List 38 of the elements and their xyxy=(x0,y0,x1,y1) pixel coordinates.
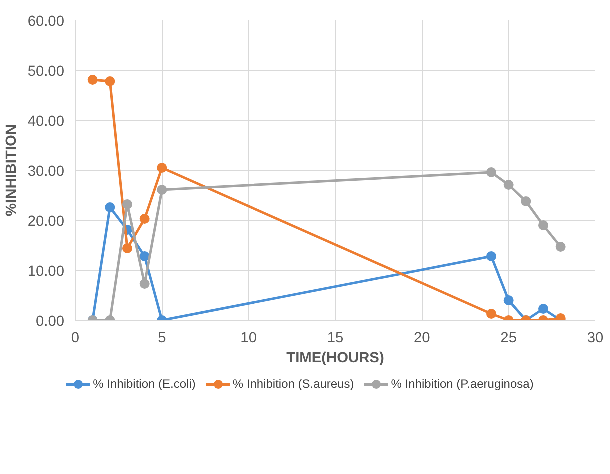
legend-label: % Inhibition (S.aureus) xyxy=(232,376,354,393)
point xyxy=(486,252,496,262)
point xyxy=(556,242,566,252)
y-tick-label: 20.00 xyxy=(28,214,65,230)
y-axis-title: %INHIBITION xyxy=(4,124,20,217)
x-tick-label: 15 xyxy=(327,330,344,346)
legend-label: % Inhibition (P.aeruginosa) xyxy=(391,376,534,393)
x-tick-label: 25 xyxy=(500,330,517,346)
point xyxy=(486,168,496,178)
point xyxy=(504,180,514,190)
x-tick-label: 20 xyxy=(414,330,430,346)
point xyxy=(140,252,150,262)
y-tick-label: 30.00 xyxy=(28,164,65,180)
point xyxy=(157,163,168,173)
y-tick-label: 50.00 xyxy=(28,64,65,80)
y-tick-label: 60.00 xyxy=(28,14,65,30)
point xyxy=(122,244,132,254)
point xyxy=(538,220,548,230)
x-tick-label: 0 xyxy=(71,330,80,346)
point xyxy=(140,214,150,224)
x-tick-label: 10 xyxy=(240,330,257,346)
y-tick-label: 40.00 xyxy=(28,114,65,130)
point xyxy=(538,304,548,314)
y-tick-label: 0.00 xyxy=(36,314,65,330)
legend-label: % Inhibition (E.coli) xyxy=(93,376,196,393)
point xyxy=(122,200,132,210)
x-tick-label: 5 xyxy=(158,330,166,346)
x-axis-title: TIME(HOURS) xyxy=(286,350,384,366)
point xyxy=(157,185,168,195)
y-tick-label: 10.00 xyxy=(28,264,65,280)
point xyxy=(521,196,532,206)
point xyxy=(105,202,116,212)
point xyxy=(486,309,496,319)
point xyxy=(105,76,116,86)
point xyxy=(504,296,514,306)
point xyxy=(140,279,150,289)
x-tick-label: 30 xyxy=(587,330,604,346)
point xyxy=(88,75,98,85)
